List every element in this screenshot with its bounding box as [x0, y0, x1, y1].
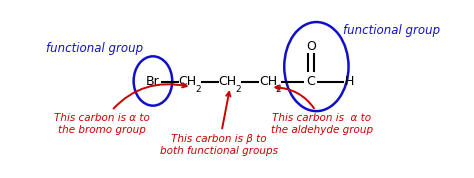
Text: Br: Br — [146, 75, 160, 88]
Text: functional group: functional group — [46, 42, 143, 55]
Text: functional group: functional group — [343, 24, 440, 37]
Text: 2: 2 — [195, 85, 201, 94]
Text: C: C — [307, 75, 315, 88]
Text: 2: 2 — [235, 85, 241, 94]
Text: This carbon is  α to
the aldehyde group: This carbon is α to the aldehyde group — [271, 85, 373, 135]
Text: H: H — [345, 75, 354, 88]
Text: 2: 2 — [276, 85, 282, 94]
Text: CH: CH — [259, 75, 277, 88]
Text: CH: CH — [219, 75, 237, 88]
Text: O: O — [306, 40, 316, 53]
Text: This carbon is α to
the bromo group: This carbon is α to the bromo group — [54, 83, 187, 135]
Text: CH: CH — [178, 75, 196, 88]
Text: This carbon is β to
both functional groups: This carbon is β to both functional grou… — [160, 92, 278, 156]
